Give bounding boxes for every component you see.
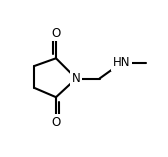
Text: HN: HN [113, 56, 130, 69]
Text: O: O [51, 116, 61, 129]
Text: N: N [72, 72, 81, 85]
Text: O: O [51, 27, 61, 40]
